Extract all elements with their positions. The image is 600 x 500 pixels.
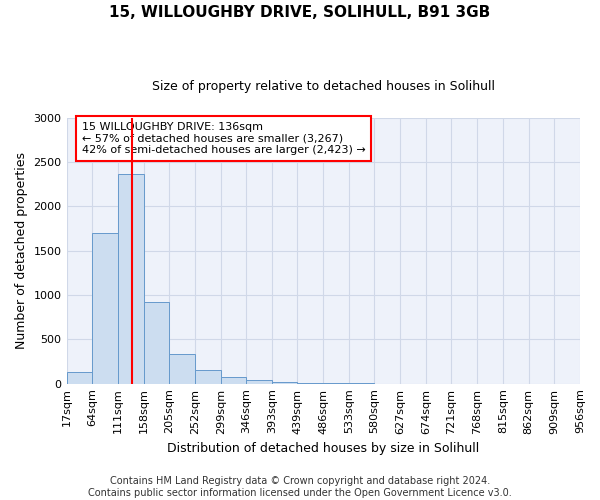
Bar [195, 370, 221, 384]
Title: Size of property relative to detached houses in Solihull: Size of property relative to detached ho… [152, 80, 495, 93]
Text: 15, WILLOUGHBY DRIVE, SOLIHULL, B91 3GB: 15, WILLOUGHBY DRIVE, SOLIHULL, B91 3GB [109, 5, 491, 20]
Text: Contains HM Land Registry data © Crown copyright and database right 2024.
Contai: Contains HM Land Registry data © Crown c… [88, 476, 512, 498]
Bar [169, 354, 195, 384]
Bar [221, 376, 247, 384]
Bar [247, 380, 272, 384]
Bar [67, 372, 92, 384]
Bar [297, 383, 323, 384]
Y-axis label: Number of detached properties: Number of detached properties [15, 152, 28, 349]
Bar [272, 382, 297, 384]
Text: 15 WILLOUGHBY DRIVE: 136sqm
← 57% of detached houses are smaller (3,267)
42% of : 15 WILLOUGHBY DRIVE: 136sqm ← 57% of det… [82, 122, 365, 155]
X-axis label: Distribution of detached houses by size in Solihull: Distribution of detached houses by size … [167, 442, 479, 455]
Bar [118, 174, 143, 384]
Bar [143, 302, 169, 384]
Bar [92, 233, 118, 384]
